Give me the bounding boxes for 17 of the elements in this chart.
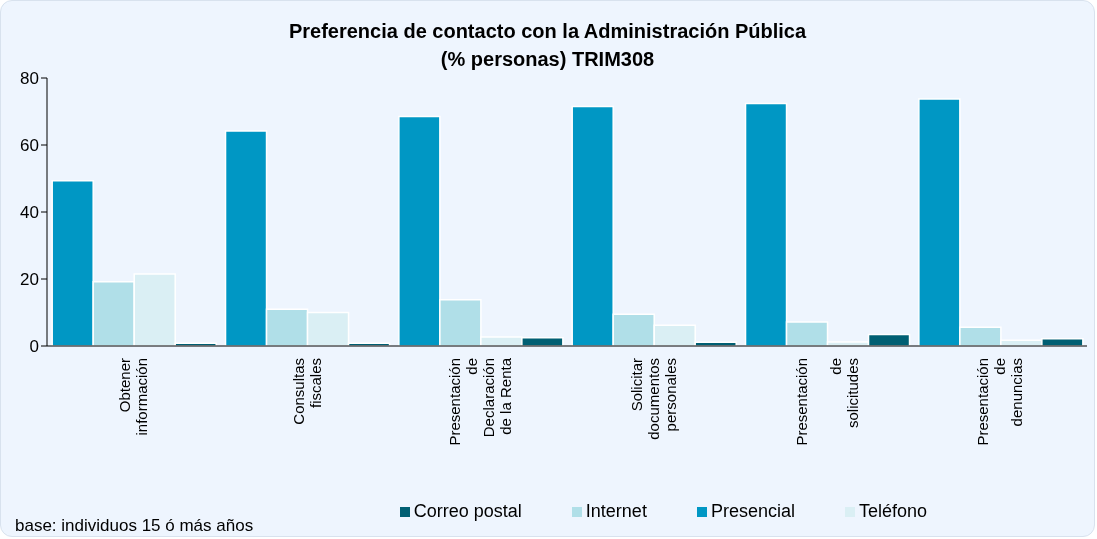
x-tick-label: Presentación de Declaración de la Renta [445,357,514,446]
legend-label: Internet [585,501,647,521]
x-tick-label: Obtener información [116,358,151,436]
legend-label: Presencial [710,501,795,521]
chart-title: Preferencia de contacto con la Administración Pública (% personas) TRIM308 [288,20,807,70]
y-tick-label: 20 [20,270,39,290]
y-tick-label: 40 [20,203,39,223]
y-tick-label: 60 [20,136,39,156]
x-tick-label: Presentación de solicitudes [792,358,861,446]
legend-label: Teléfono [858,501,927,521]
y-tick-label: 0 [29,337,39,357]
y-tick-label: 80 [20,69,39,89]
x-tick-label: Solicitar documentos personales [627,358,679,440]
legend-label: Correo postal [413,501,522,521]
x-tick-label: Presentación de denuncias [974,358,1026,446]
x-tick-label: Consultas fiscales [289,358,324,425]
text: base: individuos 15 ó más años [15,516,254,536]
